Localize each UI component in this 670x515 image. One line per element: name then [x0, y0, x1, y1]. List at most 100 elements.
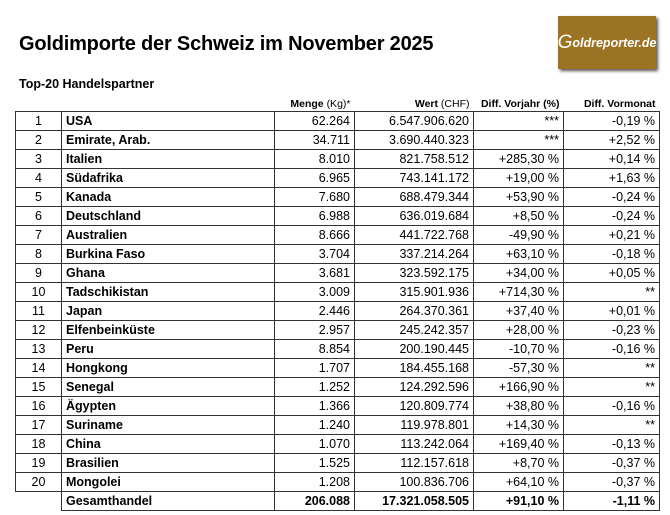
vorjahr-cell: +19,00 % — [473, 168, 564, 188]
blank-cell — [15, 491, 62, 511]
menge-cell: 8.666 — [274, 225, 355, 245]
table-row: 16 Ägypten 1.366 120.809.774 +38,80 % -0,16 % — [15, 396, 660, 416]
rank-cell: 1 — [15, 111, 62, 131]
menge-cell: 2.957 — [274, 320, 355, 340]
wert-cell: 315.901.936 — [354, 282, 474, 302]
table-row: 7 Australien 8.666 441.722.768 -49,90 % +0,21… — [15, 225, 660, 245]
header-row: Menge (Kg)* Wert (CHF) Diff. Vorjahr (%)… — [16, 94, 660, 112]
total-wert: 17.321.058.505 — [354, 491, 474, 511]
menge-cell: 1.707 — [274, 358, 355, 378]
menge-cell: 1.525 — [274, 453, 355, 473]
table-row: 8 Burkina Faso 3.704 337.214.264 +63,10 % -0,… — [15, 244, 660, 264]
vorjahr-cell: *** — [473, 111, 564, 131]
country-cell: Mongolei — [61, 472, 275, 492]
rank-cell: 6 — [15, 206, 62, 226]
vorjahr-cell: +8,70 % — [473, 453, 564, 473]
table-row: 6 Deutschland 6.988 636.019.684 +8,50 % -0,24… — [15, 206, 660, 226]
table-row: 14 Hongkong 1.707 184.455.168 -57,30 % ** — [15, 358, 660, 378]
menge-cell: 1.366 — [274, 396, 355, 416]
vorjahr-cell: +37,40 % — [473, 301, 564, 321]
table-row: 4 Südafrika 6.965 743.141.172 +19,00 % +1,63 … — [15, 168, 660, 188]
vormonat-cell: +0,14 % — [563, 149, 660, 169]
rank-cell: 2 — [15, 130, 62, 150]
table-row: 10 Tadschikistan 3.009 315.901.936 +714,30 %… — [15, 282, 660, 302]
vormonat-cell: +0,21 % — [563, 225, 660, 245]
vorjahr-cell: -49,90 % — [473, 225, 564, 245]
menge-cell: 6.988 — [274, 206, 355, 226]
country-cell: China — [61, 434, 275, 454]
menge-cell: 1.240 — [274, 415, 355, 435]
vormonat-cell: -0,16 % — [563, 396, 660, 416]
page-title: Goldimporte der Schweiz im November 2025 — [19, 33, 434, 55]
menge-cell: 34.711 — [274, 130, 355, 150]
country-cell: Senegal — [61, 377, 275, 397]
header-vormonat: Diff. Vormonat — [583, 98, 656, 110]
wert-cell: 743.141.172 — [354, 168, 474, 188]
table-subtitle: Top-20 Handelspartner — [19, 77, 155, 91]
rank-cell: 16 — [15, 396, 62, 416]
menge-cell: 3.704 — [274, 244, 355, 264]
vormonat-cell: +0,01 % — [563, 301, 660, 321]
rank-cell: 5 — [15, 187, 62, 207]
vormonat-cell: ** — [563, 415, 660, 435]
wert-cell: 245.242.357 — [354, 320, 474, 340]
vorjahr-cell: +34,00 % — [473, 263, 564, 283]
total-vormonat: -1,11 % — [563, 491, 660, 511]
rank-cell: 11 — [15, 301, 62, 321]
vormonat-cell: -0,24 % — [563, 187, 660, 207]
table-row: 15 Senegal 1.252 124.292.596 +166,90 % ** — [15, 377, 660, 397]
table-row: 5 Kanada 7.680 688.479.344 +53,90 % -0,24 % — [15, 187, 660, 207]
country-cell: Ghana — [61, 263, 275, 283]
menge-cell: 8.010 — [274, 149, 355, 169]
table-row: 20 Mongolei 1.208 100.836.706 +64,10 % -0,37 … — [15, 472, 660, 492]
country-cell: Elfenbeinküste — [61, 320, 275, 340]
table-row: 11 Japan 2.446 264.370.361 +37,40 % +0,01 % — [15, 301, 660, 321]
wert-cell: 200.190.445 — [354, 339, 474, 359]
table-row: 9 Ghana 3.681 323.592.175 +34,00 % +0,05 % — [15, 263, 660, 283]
vormonat-cell: -0,16 % — [563, 339, 660, 359]
country-cell: Italien — [61, 149, 275, 169]
header-vorjahr: Diff. Vorjahr (%) — [480, 98, 560, 110]
country-cell: Ägypten — [61, 396, 275, 416]
rank-cell: 12 — [15, 320, 62, 340]
country-cell: Südafrika — [61, 168, 275, 188]
country-cell: Suriname — [61, 415, 275, 435]
vorjahr-cell: +53,90 % — [473, 187, 564, 207]
vormonat-cell: ** — [563, 377, 660, 397]
rank-cell: 17 — [15, 415, 62, 435]
vormonat-cell: ** — [563, 282, 660, 302]
vorjahr-cell: +8,50 % — [473, 206, 564, 226]
vorjahr-cell: *** — [473, 130, 564, 150]
header-wert: Wert (CHF) — [414, 98, 470, 110]
table-row: 17 Suriname 1.240 119.978.801 +14,30 % ** — [15, 415, 660, 435]
wert-cell: 323.592.175 — [354, 263, 474, 283]
rank-cell: 19 — [15, 453, 62, 473]
vormonat-cell: ** — [563, 358, 660, 378]
rank-cell: 13 — [15, 339, 62, 359]
header-menge: Menge (Kg)* — [290, 98, 351, 110]
vorjahr-cell: +169,40 % — [473, 434, 564, 454]
rank-cell: 8 — [15, 244, 62, 264]
rank-cell: 15 — [15, 377, 62, 397]
country-cell: USA — [61, 111, 275, 131]
vormonat-cell: -0,23 % — [563, 320, 660, 340]
vorjahr-cell: +166,90 % — [473, 377, 564, 397]
wert-cell: 120.809.774 — [354, 396, 474, 416]
menge-cell: 3.681 — [274, 263, 355, 283]
vorjahr-cell: +38,80 % — [473, 396, 564, 416]
vorjahr-cell: -57,30 % — [473, 358, 564, 378]
import-table: Menge (Kg)* Wert (CHF) Diff. Vorjahr (%)… — [15, 94, 660, 511]
vormonat-cell: -0,19 % — [563, 111, 660, 131]
wert-cell: 441.722.768 — [354, 225, 474, 245]
vormonat-cell: +2,52 % — [563, 130, 660, 150]
vormonat-cell: -0,13 % — [563, 434, 660, 454]
vormonat-cell: -0,24 % — [563, 206, 660, 226]
menge-cell: 1.252 — [274, 377, 355, 397]
wert-cell: 337.214.264 — [354, 244, 474, 264]
wert-cell: 100.836.706 — [354, 472, 474, 492]
country-cell: Japan — [61, 301, 275, 321]
vormonat-cell: -0,37 % — [563, 472, 660, 492]
table-row: 13 Peru 8.854 200.190.445 -10,70 % -0,16 % — [15, 339, 660, 359]
vorjahr-cell: +64,10 % — [473, 472, 564, 492]
